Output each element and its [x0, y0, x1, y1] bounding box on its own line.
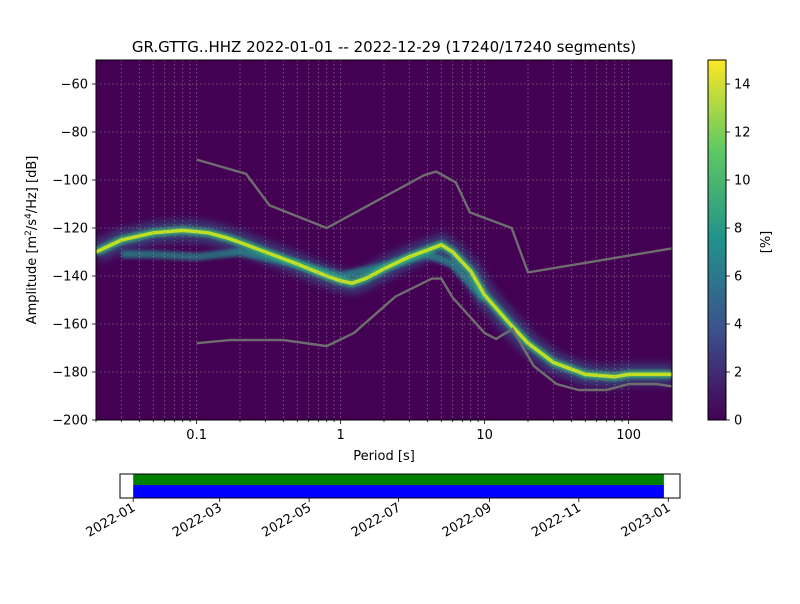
timeline-tick-label: 2022-05: [260, 500, 315, 540]
grid-lines: [96, 60, 672, 420]
x-tick-label: 0.1: [186, 428, 207, 443]
timeline-frame: [119, 473, 681, 499]
timeline-tick-label: 2022-09: [440, 500, 495, 540]
colorbar: 0 2 4 6 8 10 12 14 [%]: [707, 59, 774, 429]
colorbar-tick-label: 14: [734, 78, 751, 93]
timeline-tick-label: 2022-07: [349, 500, 404, 540]
y-tick-label: −180: [52, 366, 88, 381]
colorbar-tick-label: 4: [734, 318, 742, 333]
noise-models: [196, 158, 672, 392]
x-axis: 0.1 1 10 100: [95, 420, 673, 443]
x-axis-label: Period [s]: [353, 449, 415, 464]
timeline: 2022-01 2022-03 2022-05 2022-07 2022-09 2022-…: [84, 473, 681, 541]
timeline-tick-label: 2022-01: [84, 500, 139, 540]
colorbar-ticks: 0 2 4 6 8 10 12 14: [726, 78, 751, 429]
x-tick-label: 10: [476, 428, 493, 443]
colorbar-tick-label: 10: [734, 174, 751, 189]
colorbar-tick-label: 12: [734, 126, 751, 141]
nlnm-curve: [196, 277, 672, 392]
colorbar-tick-label: 8: [734, 222, 742, 237]
y-tick-label: −200: [52, 414, 88, 429]
y-tick-label: −60: [61, 78, 88, 93]
nhnm-curve: [196, 158, 672, 274]
colorbar-tick-label: 2: [734, 366, 742, 381]
coverage-bar-bottom: [133, 485, 664, 498]
y-axis: −60 −80 −100 −120 −140 −160 −180 −200: [52, 78, 96, 429]
y-tick-label: −80: [61, 126, 88, 141]
x-tick-label: 100: [616, 428, 641, 443]
colorbar-tick-label: 6: [734, 270, 742, 285]
timeline-tick-label: 2022-03: [170, 500, 225, 540]
timeline-tick-label: 2023-01: [619, 500, 674, 540]
density-layer: [96, 219, 672, 388]
colorbar-label: [%]: [759, 231, 774, 254]
y-tick-label: −120: [52, 222, 88, 237]
x-tick-label: 1: [337, 428, 345, 443]
y-tick-label: −100: [52, 174, 88, 189]
y-tick-label: −140: [52, 270, 88, 285]
coverage-bar-top: [133, 474, 664, 485]
colorbar-tick-label: 0: [734, 414, 742, 429]
y-tick-label: −160: [52, 318, 88, 333]
colorbar-gradient: [707, 59, 727, 421]
timeline-tick-label: 2022-11: [529, 500, 584, 540]
timeline-ticks: 2022-01 2022-03 2022-05 2022-07 2022-09 2022-…: [84, 498, 674, 541]
chart-title: GR.GTTG..HHZ 2022-01-01 -- 2022-12-29 (1…: [132, 38, 636, 56]
y-axis-label: Amplitude [m2/s4/Hz] [dB]: [24, 156, 40, 325]
mode-core-band: [96, 228, 672, 379]
